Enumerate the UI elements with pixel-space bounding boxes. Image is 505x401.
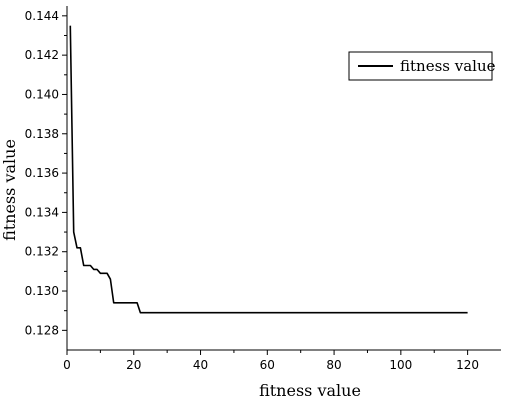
x-axis-title: fitness value bbox=[259, 381, 361, 400]
series-line bbox=[69, 25, 468, 314]
y-tick-label: 0.138 bbox=[25, 127, 59, 141]
y-tick-label: 0.132 bbox=[25, 245, 59, 259]
y-tick-label: 0.142 bbox=[25, 48, 59, 62]
y-tick-label: 0.136 bbox=[25, 166, 59, 180]
y-tick-label: 0.140 bbox=[25, 87, 59, 101]
axes bbox=[66, 6, 501, 351]
legend: fitness value bbox=[348, 51, 496, 81]
x-tick-label: 0 bbox=[63, 358, 71, 372]
x-tick-label: 120 bbox=[456, 358, 479, 372]
x-tick-label: 20 bbox=[126, 358, 141, 372]
y-tick-label: 0.144 bbox=[25, 9, 59, 23]
x-tick-label: 60 bbox=[260, 358, 275, 372]
y-tick-label: 0.128 bbox=[25, 323, 59, 337]
ticks: 0 20 40 60 80 100 120 0.128 0.130 0.132 0.134 0.136… bbox=[25, 9, 479, 372]
y-tick-label: 0.134 bbox=[25, 205, 59, 219]
series-layer bbox=[69, 25, 468, 314]
x-tick-label: 40 bbox=[193, 358, 208, 372]
x-tick-label: 80 bbox=[326, 358, 341, 372]
x-tick-label: 100 bbox=[389, 358, 412, 372]
y-axis-title: fitness value bbox=[0, 139, 19, 241]
legend-label: fitness value bbox=[400, 57, 496, 75]
y-tick-label: 0.130 bbox=[25, 284, 59, 298]
